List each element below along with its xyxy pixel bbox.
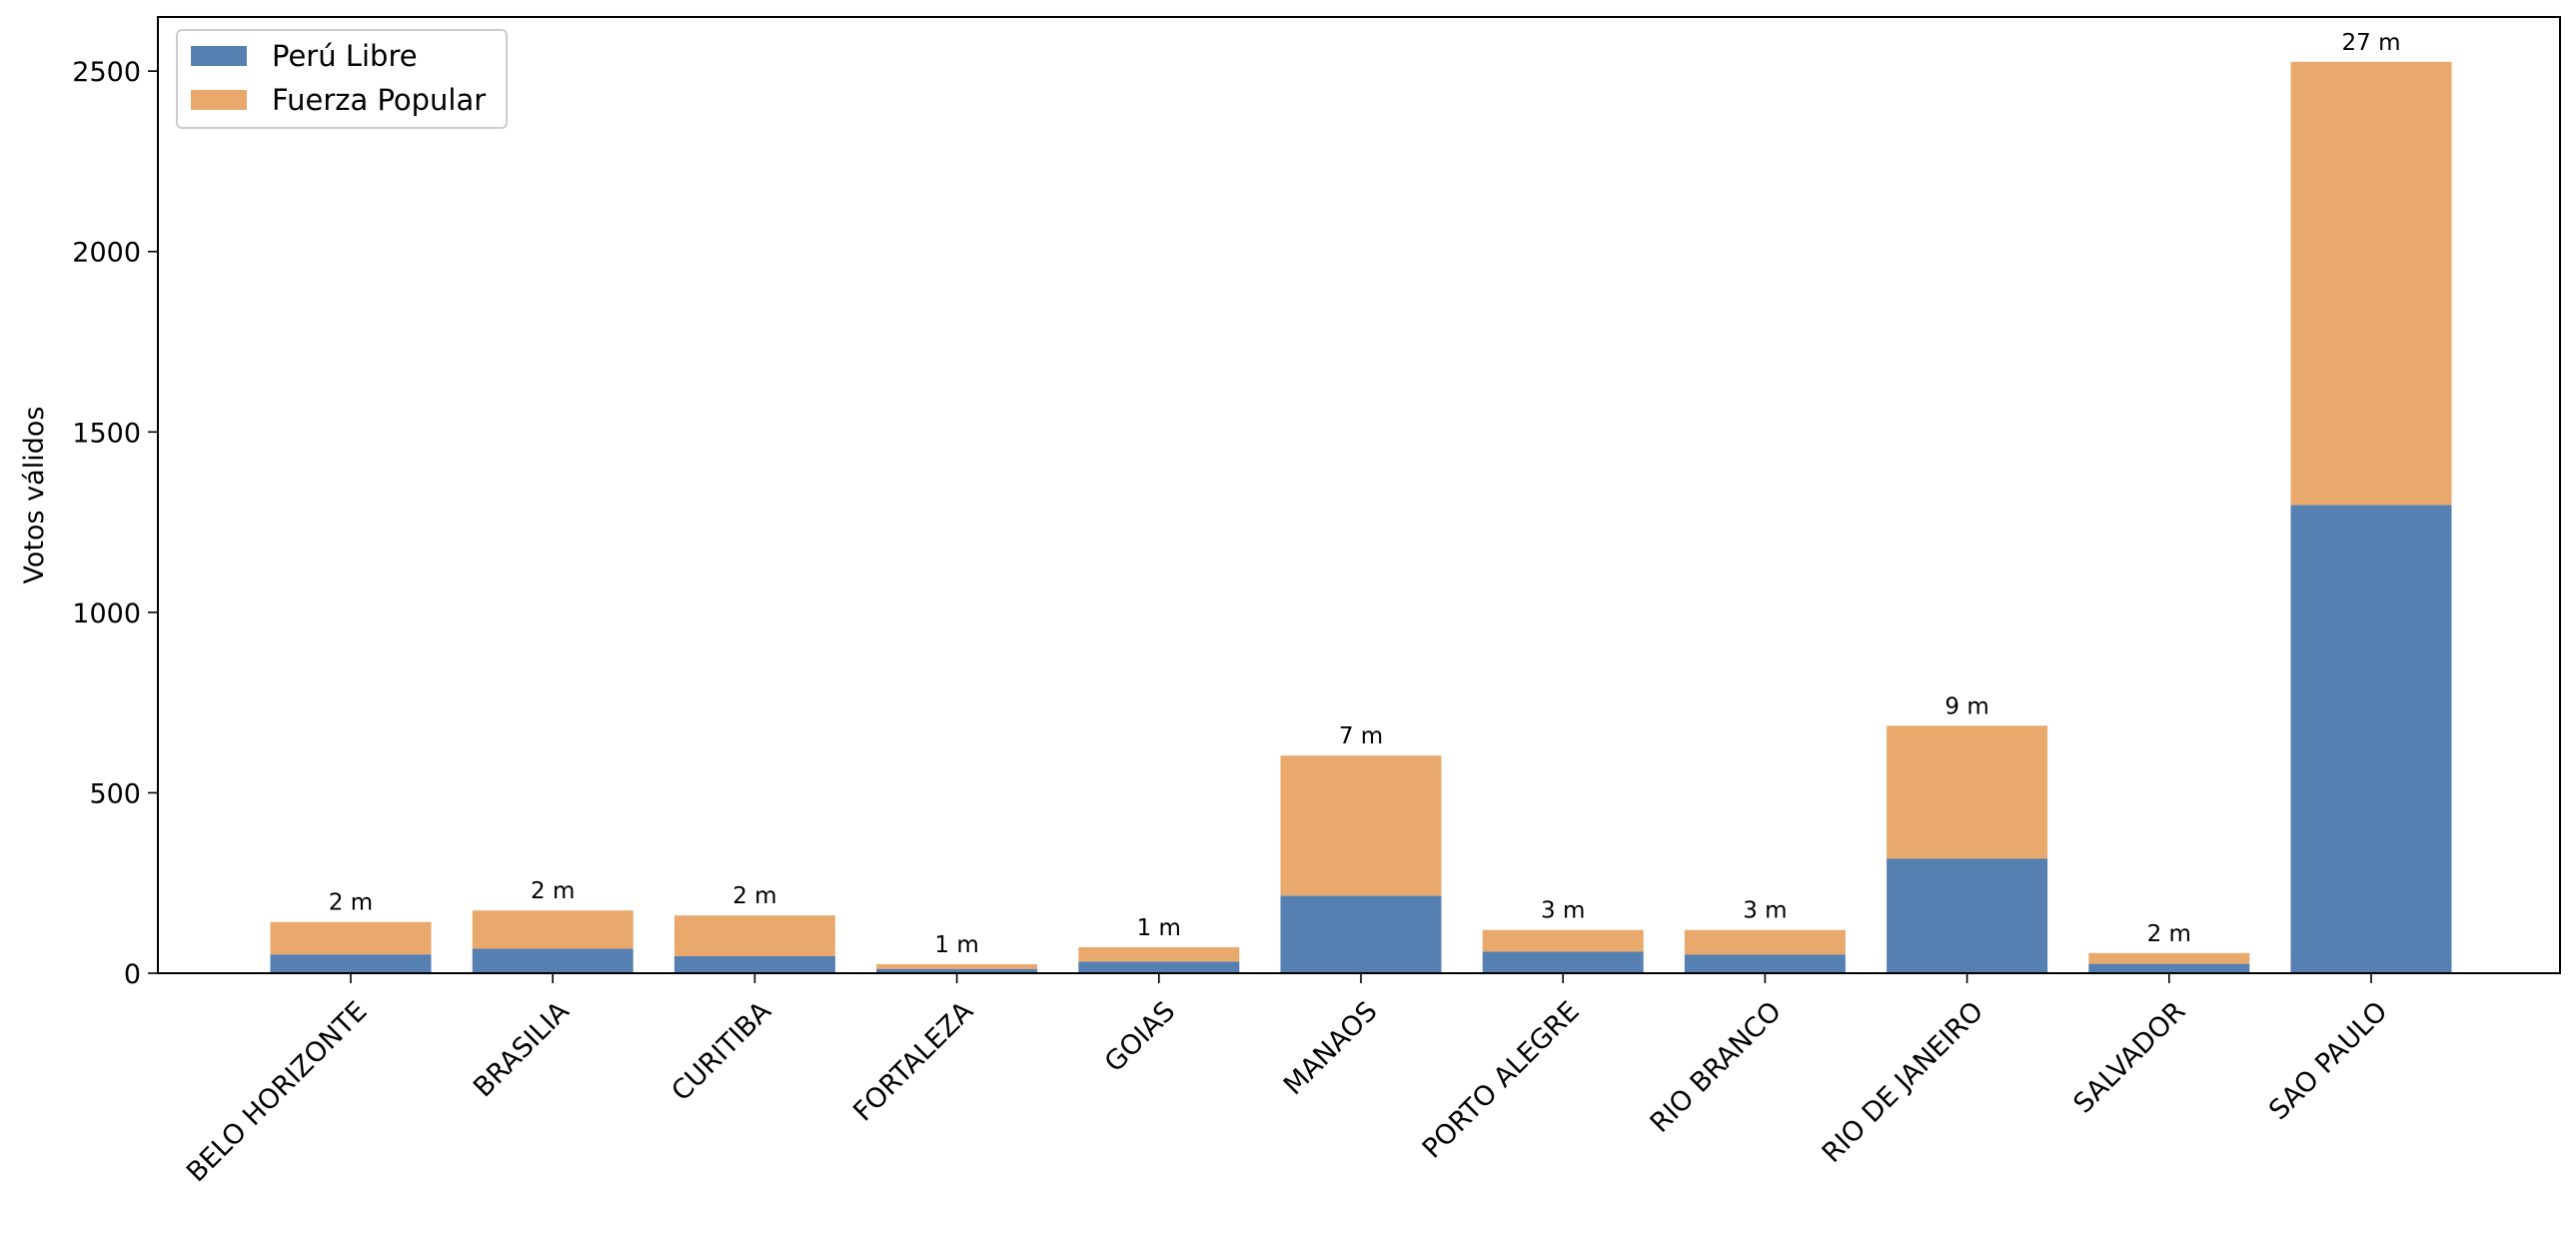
x-tick-label: BELO HORIZONTE <box>181 996 374 1189</box>
axes-layer <box>148 16 2561 983</box>
bar-fuerza-popular-3 <box>876 964 1038 969</box>
bar-fuerza-popular-9 <box>2088 952 2250 964</box>
bar-peru-libre-8 <box>1887 858 2048 973</box>
bar-total-label: 3 m <box>1743 898 1787 924</box>
bar-fuerza-popular-10 <box>2290 61 2452 506</box>
bar-peru-libre-1 <box>472 948 634 973</box>
bar-fuerza-popular-8 <box>1887 725 2048 859</box>
bar-fuerza-popular-2 <box>673 915 835 956</box>
bar-fuerza-popular-1 <box>472 910 634 949</box>
bar-fuerza-popular-4 <box>1078 947 1240 962</box>
bar-total-label: 2 m <box>329 890 373 916</box>
bars-layer <box>270 61 2452 973</box>
bar-total-label: 2 m <box>732 883 776 909</box>
bar-total-label: 27 m <box>2342 30 2401 56</box>
legend-swatch <box>191 46 247 66</box>
bar-peru-libre-2 <box>673 956 835 973</box>
bar-fuerza-popular-7 <box>1684 929 1846 955</box>
y-tick-label: 500 <box>89 778 141 809</box>
bar-peru-libre-10 <box>2290 505 2452 973</box>
bar-total-label: 1 m <box>1137 915 1181 941</box>
y-tick-label: 1000 <box>72 599 141 629</box>
bar-peru-libre-7 <box>1684 954 1846 973</box>
x-tick-label: RIO BRANCO <box>1645 996 1788 1139</box>
bar-peru-libre-5 <box>1280 895 1442 973</box>
bar-peru-libre-4 <box>1078 961 1240 973</box>
y-axis-title: Votos válidos <box>19 407 50 585</box>
x-tick-label: MANAOS <box>1278 996 1384 1102</box>
y-tick-label: 1500 <box>72 418 141 449</box>
bar-total-label: 3 m <box>1541 898 1585 924</box>
legend-label: Perú Libre <box>272 39 418 73</box>
legend-label: Fuerza Popular <box>272 83 486 117</box>
x-tick-label: SALVADOR <box>2067 996 2191 1120</box>
bar-fuerza-popular-6 <box>1482 929 1644 952</box>
x-tick-label: BRASILIA <box>468 995 576 1103</box>
bar-peru-libre-6 <box>1482 951 1644 973</box>
labels-layer: 2 m BELO HORIZONTE 2 m BRASILIA 2 m CURITIBA 1… <box>72 30 2400 1188</box>
bar-fuerza-popular-0 <box>270 921 432 955</box>
x-tick-label: CURITIBA <box>665 995 777 1107</box>
y-tick-label: 2000 <box>72 238 141 269</box>
bar-total-label: 9 m <box>1944 693 1988 719</box>
bar-fuerza-popular-5 <box>1280 755 1442 896</box>
x-tick-label: SAO PAULO <box>2263 996 2394 1127</box>
legend: Perú Libre Fuerza Popular <box>176 29 508 129</box>
bar-peru-libre-9 <box>2088 963 2250 973</box>
bar-total-label: 7 m <box>1339 723 1383 749</box>
x-tick-label: FORTALEZA <box>847 995 979 1127</box>
legend-box <box>176 29 508 129</box>
y-tick-label: 0 <box>124 959 141 990</box>
plot-frame <box>157 16 2561 974</box>
x-tick-label: RIO DE JANEIRO <box>1817 996 1989 1169</box>
x-tick-label: GOIAS <box>1099 996 1182 1079</box>
legend-swatch <box>191 90 247 110</box>
bar-total-label: 1 m <box>934 932 978 958</box>
bar-peru-libre-3 <box>876 968 1038 973</box>
y-tick-label: 2500 <box>72 57 141 88</box>
bar-total-label: 2 m <box>2147 921 2191 947</box>
bar-peru-libre-0 <box>270 954 432 973</box>
x-tick-label: PORTO ALEGRE <box>1417 996 1586 1165</box>
bar-total-label: 2 m <box>531 878 575 904</box>
